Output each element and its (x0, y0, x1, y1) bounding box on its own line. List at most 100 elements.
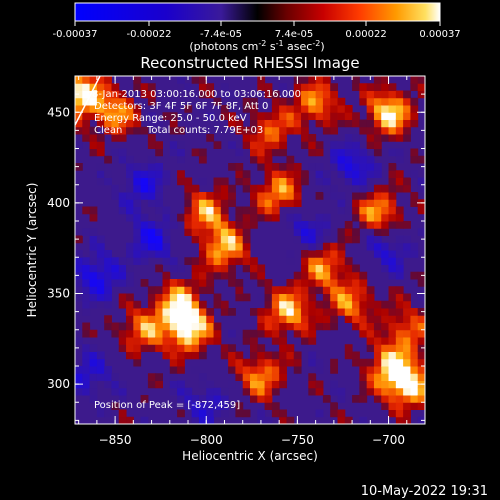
heatmap-cell (140, 416, 149, 424)
heatmap-cell (344, 308, 353, 316)
heatmap-cell (89, 380, 98, 389)
heatmap-cell (184, 286, 193, 294)
heatmap-cell (337, 199, 346, 207)
heatmap-cell (271, 184, 280, 193)
heatmap-cell (293, 271, 302, 280)
heatmap-cell (352, 293, 360, 302)
heatmap-cell (264, 351, 273, 360)
heatmap-cell (366, 155, 375, 164)
heatmap-cell (264, 199, 273, 207)
heatmap-cell (293, 322, 302, 331)
heatmap-cell (264, 126, 273, 135)
heatmap-cell (388, 90, 397, 99)
heatmap-cell (330, 192, 338, 200)
heatmap-cell (89, 351, 98, 360)
heatmap-cell (388, 206, 397, 215)
heatmap-cell (82, 380, 91, 389)
heatmap-cell (184, 329, 193, 338)
heatmap-cell (308, 76, 317, 84)
heatmap-cell (191, 344, 200, 352)
heatmap-cell (177, 387, 185, 396)
heatmap-cell (344, 235, 353, 244)
heatmap-cell (250, 358, 258, 367)
heatmap-cell (352, 271, 360, 280)
heatmap-cell (395, 155, 404, 164)
heatmap-cell (410, 97, 419, 106)
heatmap-cell (155, 206, 163, 215)
heatmap-cell (403, 97, 411, 106)
total-counts: Total counts: 7.79E+03 (146, 125, 263, 136)
heatmap-cell (235, 286, 244, 294)
heatmap-cell (359, 366, 368, 374)
colorbar-unit-label: (photons cm-2 s-1 asec-2) (189, 39, 324, 53)
heatmap-cell (315, 141, 324, 149)
heatmap-cell (381, 221, 390, 229)
heatmap-cell (126, 155, 134, 164)
heatmap-cell (301, 170, 309, 178)
heatmap-cell (352, 395, 360, 403)
detectors: Detectors: 3F 4F 5F 6F 7F 8F, Att 0 (94, 101, 268, 112)
heatmap-cell (264, 155, 273, 164)
heatmap-cell (118, 409, 127, 418)
heatmap-cell (395, 300, 404, 309)
heatmap-cell (417, 293, 425, 302)
heatmap-cell (184, 293, 193, 302)
heatmap-cell (75, 387, 83, 396)
heatmap-cell (89, 206, 98, 215)
heatmap-cell (140, 279, 149, 287)
heatmap-cell (177, 286, 185, 294)
heatmap-cell (388, 148, 397, 157)
heatmap-cell (140, 177, 149, 186)
heatmap-cell (381, 199, 390, 207)
heatmap-cell (286, 213, 295, 222)
heatmap-cell (155, 322, 163, 331)
heatmap-cell (366, 387, 375, 396)
heatmap-cell (147, 192, 156, 200)
heatmap-cell (118, 387, 127, 396)
heatmap-cell (352, 322, 360, 331)
heatmap-cell (293, 300, 302, 309)
heatmap-cell (381, 380, 390, 389)
heatmap-cell (162, 177, 171, 186)
heatmap-cell (155, 170, 163, 178)
heatmap-cell (250, 387, 258, 396)
heatmap-cell (286, 184, 295, 193)
heatmap-cell (162, 344, 171, 352)
heatmap-cell (344, 206, 353, 215)
heatmap-cell (388, 380, 397, 389)
heatmap-cell (118, 344, 127, 352)
heatmap-cell (104, 271, 112, 280)
heatmap-cell (191, 322, 200, 331)
heatmap-cell (279, 112, 287, 120)
heatmap-cell (373, 395, 382, 403)
heatmap-cell (359, 206, 368, 215)
heatmap-cell (322, 126, 331, 135)
heatmap-cell (344, 264, 353, 273)
heatmap-cell (293, 126, 302, 135)
heatmap-cell (191, 402, 200, 410)
heatmap-cell (279, 97, 287, 106)
heatmap-cell (206, 286, 215, 294)
heatmap-cell (169, 264, 178, 273)
heatmap-cell (308, 141, 317, 149)
heatmap-cell (228, 250, 236, 258)
heatmap-cell (206, 83, 215, 91)
heatmap-cell (403, 344, 411, 352)
heatmap-cell (366, 105, 375, 113)
heatmap-cell (315, 170, 324, 178)
heatmap-cell (366, 366, 375, 374)
heatmap-cell (206, 257, 215, 265)
heatmap-cell (271, 358, 280, 367)
heatmap-cell (89, 271, 98, 280)
heatmap-cell (359, 293, 368, 302)
heatmap-cell (89, 257, 98, 265)
heatmap-cell (395, 373, 404, 381)
heatmap-cell (126, 337, 134, 345)
heatmap-cell (155, 221, 163, 229)
heatmap-cell (147, 170, 156, 178)
heatmap-cell (118, 155, 127, 164)
heatmap-cell (126, 105, 134, 113)
heatmap-cell (337, 105, 346, 113)
heatmap-cell (352, 206, 360, 215)
heatmap-cell (89, 264, 98, 273)
